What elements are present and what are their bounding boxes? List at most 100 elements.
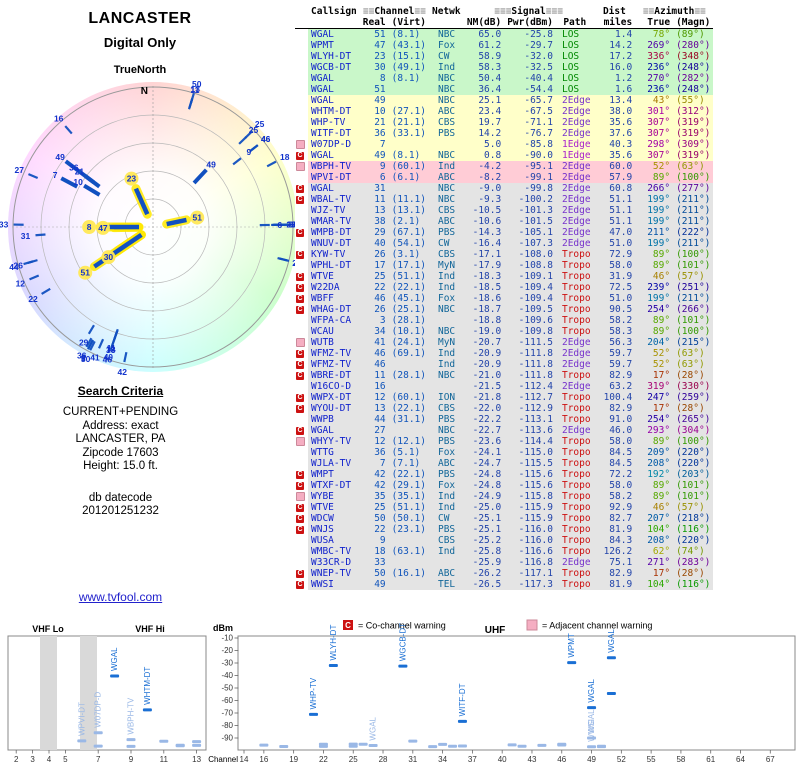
- cell-azimuth-true: 307°: [635, 128, 674, 139]
- cell-azimuth-magnetic: (101°): [673, 260, 714, 271]
- cell-azimuth-true: 211°: [635, 227, 674, 238]
- warning-marker: [295, 557, 308, 568]
- cell-network: Fox: [428, 293, 464, 304]
- cell-virtual-channel: (16.1): [388, 568, 429, 579]
- table-row: WBPH-TV 9 (60.1) Ind -4.2 -95.1 2Edge 60.0 52° (6…: [295, 161, 714, 172]
- cell-noise-margin: 61.2: [463, 40, 505, 51]
- radar-spoke: [87, 324, 95, 335]
- cell-real-channel: 18: [359, 546, 389, 557]
- signal-marker-label: WGAL: [110, 647, 119, 671]
- co-channel-legend-label: = Co-channel warning: [358, 621, 446, 631]
- cell-path: 2Edge: [555, 238, 594, 249]
- cell-virtual-channel: (13.1): [388, 205, 429, 216]
- cell-azimuth-true: 293°: [635, 425, 674, 436]
- channel-tick-label: 52: [617, 755, 626, 764]
- cell-callsign: WHAG-DT: [308, 304, 360, 315]
- cell-network: NBC: [428, 28, 464, 40]
- cell-azimuth-magnetic: (319°): [673, 128, 714, 139]
- warning-marker: [295, 315, 308, 326]
- cell-power: -101.5: [504, 216, 556, 227]
- table-row: C WMPB-DT 29 (67.1) PBS -14.3 -105.1 2Edge 47.0 2…: [295, 227, 714, 238]
- warning-marker: [295, 84, 308, 95]
- cell-callsign: WGAL: [308, 73, 360, 84]
- search-criteria: Search Criteria CURRENT+PENDING Address: …: [18, 384, 223, 519]
- cell-callsign: WWPX-DT: [308, 392, 360, 403]
- cell-network: PBS: [428, 128, 464, 139]
- cell-virtual-channel: (10.1): [388, 326, 429, 337]
- channel-tick-label: 2: [14, 755, 19, 764]
- cell-path: Tropo: [555, 271, 594, 282]
- signal-marker: [606, 692, 616, 695]
- radar-label-highlight: [95, 220, 110, 235]
- cell-network: ION: [428, 392, 464, 403]
- cell-noise-margin: 58.3: [463, 62, 505, 73]
- vhf-gap-band: [40, 636, 57, 750]
- cell-power: -40.4: [504, 73, 556, 84]
- cell-power: -101.3: [504, 205, 556, 216]
- cell-callsign: W16CO-D: [308, 381, 360, 392]
- cell-path: LOS: [555, 51, 594, 62]
- cell-power: -117.3: [504, 579, 556, 590]
- cell-virtual-channel: [388, 381, 429, 392]
- radar-spoke: [238, 136, 248, 145]
- table-row: WUTB 41 (24.1) MyN -20.7 -111.5 2Edge 56.3 204°(…: [295, 337, 714, 348]
- cell-real-channel: 22: [359, 524, 389, 535]
- cell-power: -71.1: [504, 117, 556, 128]
- tvfool-link[interactable]: www.tvfool.com: [78, 590, 163, 604]
- cell-power: -54.4: [504, 84, 556, 95]
- cell-network: CW: [428, 513, 464, 524]
- cell-virtual-channel: (8.1): [388, 73, 429, 84]
- cell-azimuth-true: 199°: [635, 293, 674, 304]
- cell-noise-margin: -9.3: [463, 194, 505, 205]
- cell-path: Tropo: [555, 502, 594, 513]
- cell-azimuth-true: 336°: [635, 51, 674, 62]
- cell-distance: 51.1: [593, 216, 636, 227]
- cell-distance: 81.9: [593, 524, 636, 535]
- warning-marker: C: [295, 403, 308, 414]
- cell-azimuth-magnetic: (89°): [673, 28, 714, 40]
- cell-noise-margin: -18.8: [463, 315, 505, 326]
- signal-marker: [175, 744, 185, 748]
- cell-path: 2Edge: [555, 381, 594, 392]
- column-group-header: [295, 6, 308, 17]
- cell-network: CBS: [428, 117, 464, 128]
- cell-path: Tropo: [555, 458, 594, 469]
- cell-real-channel: 36: [359, 447, 389, 458]
- cell-noise-margin: 19.7: [463, 117, 505, 128]
- cell-path: Tropo: [555, 392, 594, 403]
- cell-power: -116.0: [504, 524, 556, 535]
- radar-label-highlight: [82, 220, 97, 234]
- radar-channel-label: 23: [127, 174, 137, 184]
- column-header: (Virt): [388, 17, 429, 29]
- cell-noise-margin: 65.0: [463, 28, 505, 40]
- signal-marker: [159, 739, 169, 743]
- cell-real-channel: 21: [359, 117, 389, 128]
- uhf-panel: [237, 635, 796, 751]
- cell-noise-margin: -21.0: [463, 370, 505, 381]
- cell-path: 2Edge: [555, 216, 594, 227]
- channel-tick-label: 5: [63, 755, 68, 764]
- warning-marker: C: [295, 227, 308, 238]
- radar-channel-label: 10: [73, 177, 83, 187]
- cell-power: -109.5: [504, 304, 556, 315]
- radar-channel-label: 33: [0, 219, 9, 229]
- cell-path: Tropo: [555, 315, 594, 326]
- dbm-tick-label: -40: [221, 671, 233, 680]
- cell-callsign: WHTM-DT: [308, 106, 360, 117]
- column-group-header: ≡≡Azimuth≡≡: [642, 6, 706, 17]
- cell-virtual-channel: (24.1): [388, 337, 429, 348]
- cell-distance: 58.0: [593, 436, 636, 447]
- cell-real-channel: 13: [359, 403, 389, 414]
- cell-network: Ind: [428, 546, 464, 557]
- warning-marker: [295, 216, 308, 227]
- cell-real-channel: 25: [359, 502, 389, 513]
- cell-azimuth-magnetic: (116°): [673, 524, 714, 535]
- cell-noise-margin: 14.2: [463, 128, 505, 139]
- cell-azimuth-magnetic: (265°): [673, 414, 714, 425]
- radar-channel-label: 7: [53, 170, 58, 180]
- cell-network: PBS: [428, 414, 464, 425]
- cell-power: -109.1: [504, 271, 556, 282]
- cell-power: -113.1: [504, 414, 556, 425]
- table-row: C WWPX-DT 12 (60.1) ION -21.8 -112.7 Tropo 100.4…: [295, 392, 714, 403]
